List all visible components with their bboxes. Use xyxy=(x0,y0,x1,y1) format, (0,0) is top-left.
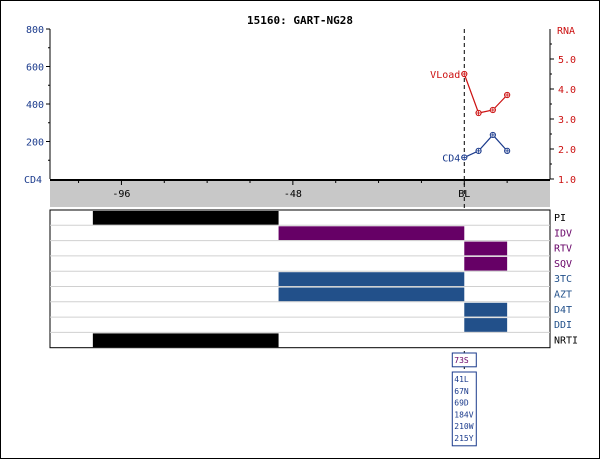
drug-bar-3tc xyxy=(278,272,465,286)
mutation-panel: 73S 41L 67N 69D 184V 210W 215Y xyxy=(451,352,477,447)
rt-mutation: 210W xyxy=(454,422,473,431)
drug-bar-pi xyxy=(92,211,279,225)
x-axis-tick-label: BL xyxy=(458,189,470,200)
x-axis-band xyxy=(50,181,550,207)
data-point-cd4 xyxy=(475,147,482,154)
rt-mutation: 69D xyxy=(454,399,469,408)
drug-label-nrti: NRTI xyxy=(554,335,578,346)
chart-title: 15160: GART-NG28 xyxy=(247,14,353,27)
drug-bar-d4t xyxy=(464,302,508,317)
right-axis-tick-label: 1.0 xyxy=(558,175,576,186)
plot-area: 200 400 600 800 CD4 1.0 2.0 3.0 4.0 5.0 RNA -96 -48 B… xyxy=(24,25,576,370)
drug-label-rtv: RTV xyxy=(554,244,572,255)
drug-label-ddi: DDI xyxy=(554,320,572,331)
drug-bar-sqv xyxy=(464,256,508,271)
pi-mutation-box xyxy=(451,352,477,368)
left-axis-tick-label: 800 xyxy=(26,25,44,36)
data-point-vload xyxy=(489,106,496,114)
drug-bar-idv xyxy=(278,226,465,241)
drug-label-azt: AZT xyxy=(554,290,572,301)
right-axis-tick-label: 5.0 xyxy=(558,55,576,66)
rt-mutation: 215Y xyxy=(454,434,473,443)
drug-regimen-panel: PI IDV RTV SQV 3TC AZT D4T DDI NRTI xyxy=(49,209,578,349)
right-axis-tick-label: 4.0 xyxy=(558,85,576,96)
drug-label-d4t: D4T xyxy=(554,305,572,316)
right-axis-tick-label: 3.0 xyxy=(558,115,576,126)
drug-bar-azt xyxy=(278,287,465,302)
drug-label-3tc: 3TC xyxy=(554,274,572,285)
right-axis-tick-label: 2.0 xyxy=(558,145,576,156)
left-axis-tick-label: 400 xyxy=(26,100,44,111)
drug-bar-rtv xyxy=(464,241,508,256)
data-point-vload xyxy=(475,109,482,117)
data-point-cd4 xyxy=(504,147,511,154)
pi-mutation: 73S xyxy=(454,356,469,365)
drug-label-pi: PI xyxy=(554,213,566,224)
rt-mutation-box xyxy=(451,371,477,447)
series-line-cd4 xyxy=(464,134,508,158)
right-axis-label: RNA xyxy=(557,26,575,37)
left-axis-tick-label: 600 xyxy=(26,63,44,74)
data-point-vload xyxy=(461,70,468,78)
drug-label-sqv: SQV xyxy=(554,259,572,270)
cd4-baseline-label: CD4 xyxy=(442,153,460,164)
vload-baseline-label: VLoad xyxy=(430,70,460,81)
drug-bar-nrti xyxy=(92,333,279,348)
x-axis-tick-label: -96 xyxy=(112,189,130,200)
left-axis-label: CD4 xyxy=(24,175,42,186)
rt-mutation: 41L xyxy=(454,375,469,384)
rt-mutation: 184V xyxy=(454,410,473,419)
series-line-vload xyxy=(463,73,508,114)
data-point-cd4 xyxy=(461,154,468,161)
data-point-vload xyxy=(504,91,511,99)
data-point-cd4 xyxy=(489,131,496,139)
x-axis-tick-label: -48 xyxy=(284,189,302,200)
drug-label-idv: IDV xyxy=(554,228,572,239)
left-axis-tick-label: 200 xyxy=(26,138,44,149)
rt-mutation: 67N xyxy=(454,387,469,396)
drug-bar-ddi xyxy=(464,318,508,332)
